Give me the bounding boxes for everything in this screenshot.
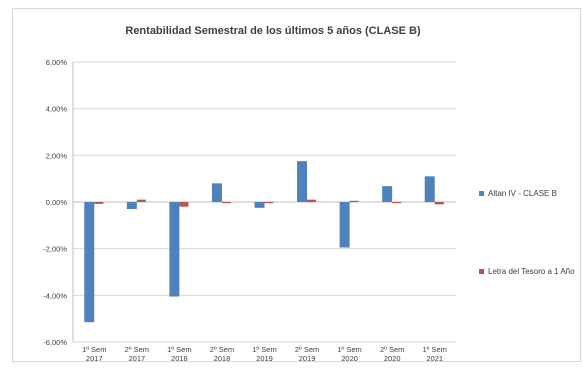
x-tick-label: 2º Sem bbox=[380, 345, 404, 354]
bar-altan bbox=[339, 202, 350, 248]
x-tick-label: 2º Sem bbox=[125, 345, 149, 354]
legend-label: Letra del Tesoro a 1 Año bbox=[488, 267, 575, 276]
x-tick-label: 1º Sem bbox=[167, 345, 191, 354]
x-tick-label: 2018 bbox=[171, 354, 188, 362]
x-tick-label: 2019 bbox=[256, 354, 273, 362]
y-tick-label: 6,00% bbox=[46, 58, 68, 67]
x-tick-label: 1º Sem bbox=[252, 345, 276, 354]
bar-altan bbox=[297, 161, 308, 202]
x-tick-label: 2019 bbox=[299, 354, 316, 362]
chart-frame: Rentabilidad Semestral de los últimos 5 … bbox=[12, 8, 581, 362]
x-tick-label: 2018 bbox=[214, 354, 231, 362]
x-tick-label: 2021 bbox=[426, 354, 443, 362]
bar-altan bbox=[424, 176, 435, 202]
bar-letra-tesoro bbox=[179, 202, 189, 207]
bar-letra-tesoro bbox=[434, 202, 444, 205]
x-tick-label: 1º Sem bbox=[337, 345, 361, 354]
chart-plot-area: 6,00% 4,00% 2,00% 0,00% -2,00% -4,00% -6,00% 1º… bbox=[43, 58, 456, 362]
x-tick-label: 2017 bbox=[86, 354, 103, 362]
x-tick-label: 2º Sem bbox=[210, 345, 234, 354]
bar-altan bbox=[382, 186, 393, 202]
y-tick-label: -4,00% bbox=[43, 291, 67, 300]
y-tick-label: 2,00% bbox=[46, 151, 68, 160]
y-tick-label: -6,00% bbox=[43, 338, 67, 347]
bar-letra-tesoro bbox=[307, 199, 317, 202]
bar-letra-tesoro bbox=[392, 202, 402, 204]
bar-letra-tesoro bbox=[264, 202, 274, 204]
bar-altan bbox=[254, 202, 265, 208]
x-tick-label: 1º Sem bbox=[423, 345, 447, 354]
bar-altan bbox=[84, 202, 95, 323]
x-tick-label: 2º Sem bbox=[295, 345, 319, 354]
bar-letra-tesoro bbox=[94, 202, 104, 204]
y-tick-label: 0,00% bbox=[46, 198, 68, 207]
bar-letra-tesoro bbox=[221, 202, 231, 204]
x-tick-label: 2020 bbox=[384, 354, 401, 362]
x-tick-label: 1º Sem bbox=[82, 345, 106, 354]
x-tick-label: 2020 bbox=[341, 354, 358, 362]
y-tick-label: 4,00% bbox=[46, 105, 68, 114]
x-tick-label: 2017 bbox=[128, 354, 145, 362]
legend-swatch bbox=[479, 269, 484, 275]
bar-altan bbox=[126, 202, 137, 209]
bar-altan bbox=[169, 202, 180, 297]
legend-item: Letra del Tesoro a 1 Año bbox=[479, 267, 575, 277]
bar-letra-tesoro bbox=[136, 199, 146, 202]
bar-letra-tesoro bbox=[349, 200, 359, 202]
chart-title: Rentabilidad Semestral de los últimos 5 … bbox=[125, 25, 421, 37]
y-tick-label: -2,00% bbox=[43, 245, 67, 254]
legend-item: Altan IV - CLASE B bbox=[479, 189, 557, 199]
legend-label: Altan IV - CLASE B bbox=[488, 189, 557, 198]
bar-altan bbox=[211, 183, 222, 202]
legend-swatch bbox=[479, 191, 484, 197]
